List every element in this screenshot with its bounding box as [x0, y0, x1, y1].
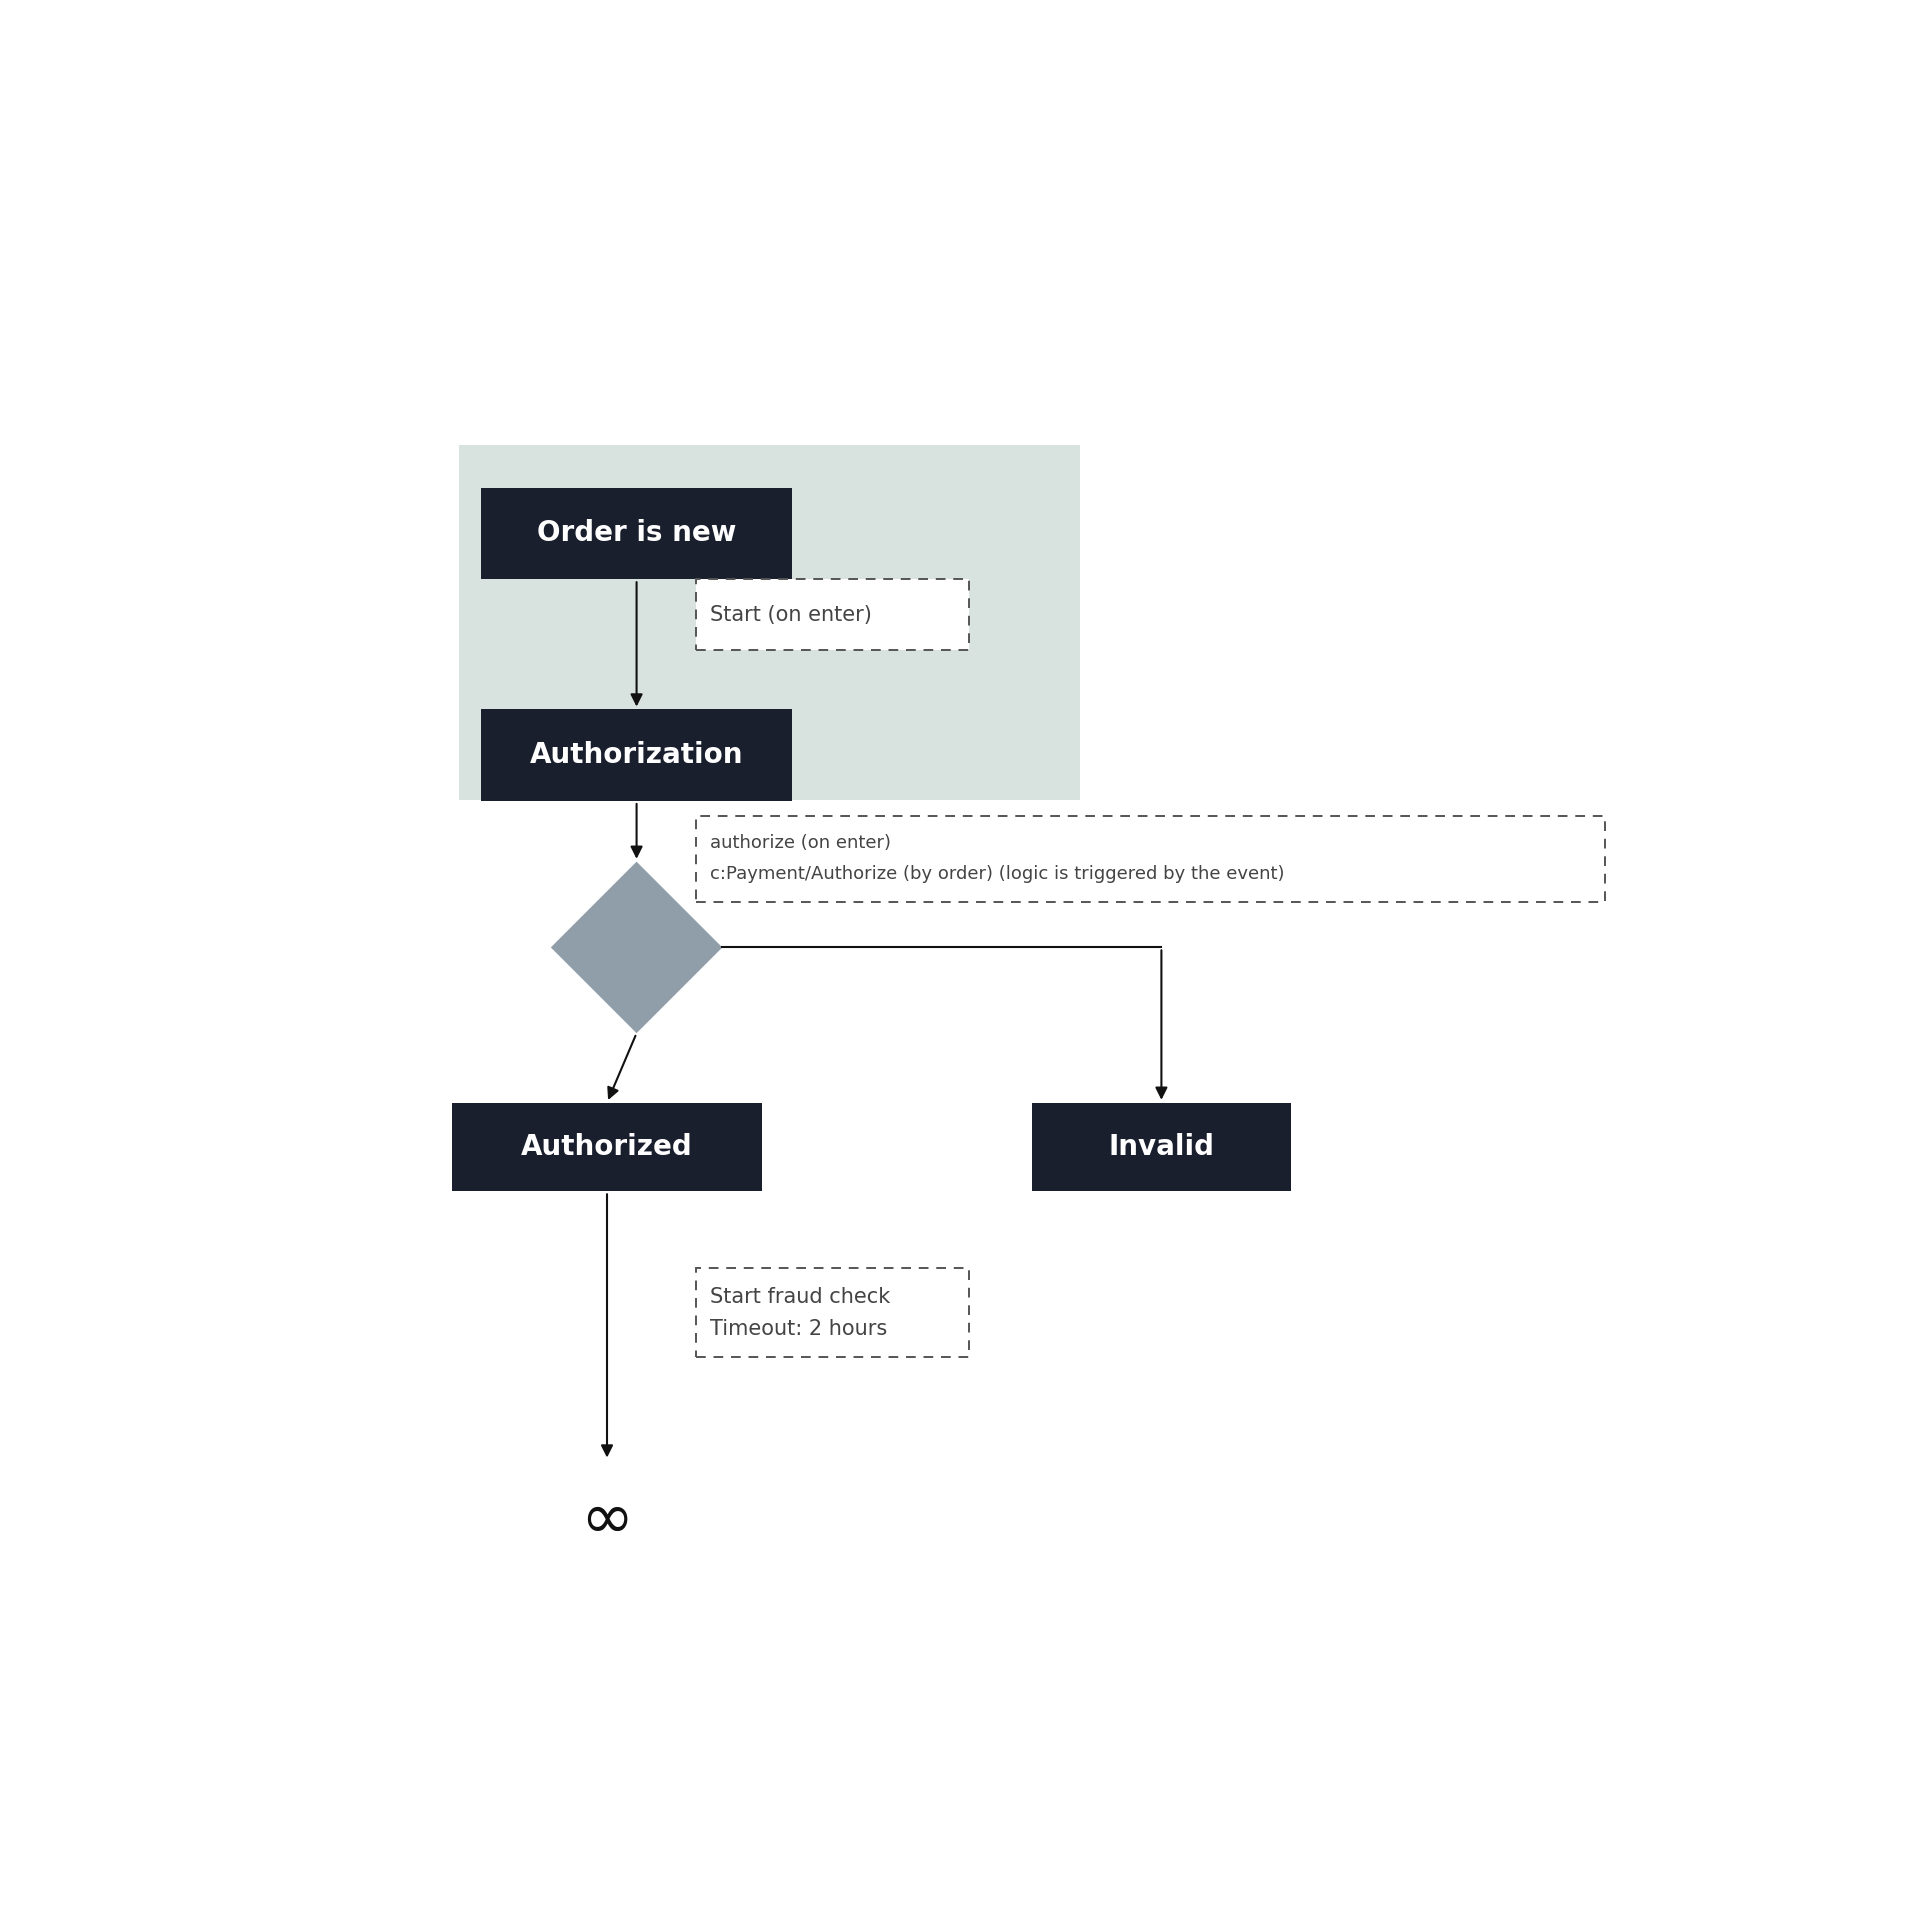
Text: Invalid: Invalid: [1108, 1133, 1215, 1162]
Text: c:Payment/Authorize (by order) (logic is triggered by the event): c:Payment/Authorize (by order) (logic is…: [710, 866, 1284, 883]
Text: Order is new: Order is new: [538, 520, 735, 547]
Text: Start fraud check: Start fraud check: [710, 1286, 891, 1308]
Text: ∞: ∞: [580, 1488, 634, 1551]
FancyBboxPatch shape: [695, 1269, 970, 1357]
Text: Start (on enter): Start (on enter): [710, 605, 872, 624]
Text: Authorization: Authorization: [530, 741, 743, 770]
FancyBboxPatch shape: [451, 1102, 762, 1190]
FancyBboxPatch shape: [695, 816, 1605, 902]
FancyBboxPatch shape: [482, 708, 791, 801]
Text: authorize (on enter): authorize (on enter): [710, 835, 891, 852]
FancyBboxPatch shape: [482, 488, 791, 580]
Polygon shape: [551, 862, 722, 1033]
FancyBboxPatch shape: [695, 580, 970, 651]
Polygon shape: [459, 445, 1081, 799]
Text: Timeout: 2 hours: Timeout: 2 hours: [710, 1319, 887, 1338]
Text: Authorized: Authorized: [520, 1133, 693, 1162]
FancyBboxPatch shape: [1033, 1102, 1290, 1190]
